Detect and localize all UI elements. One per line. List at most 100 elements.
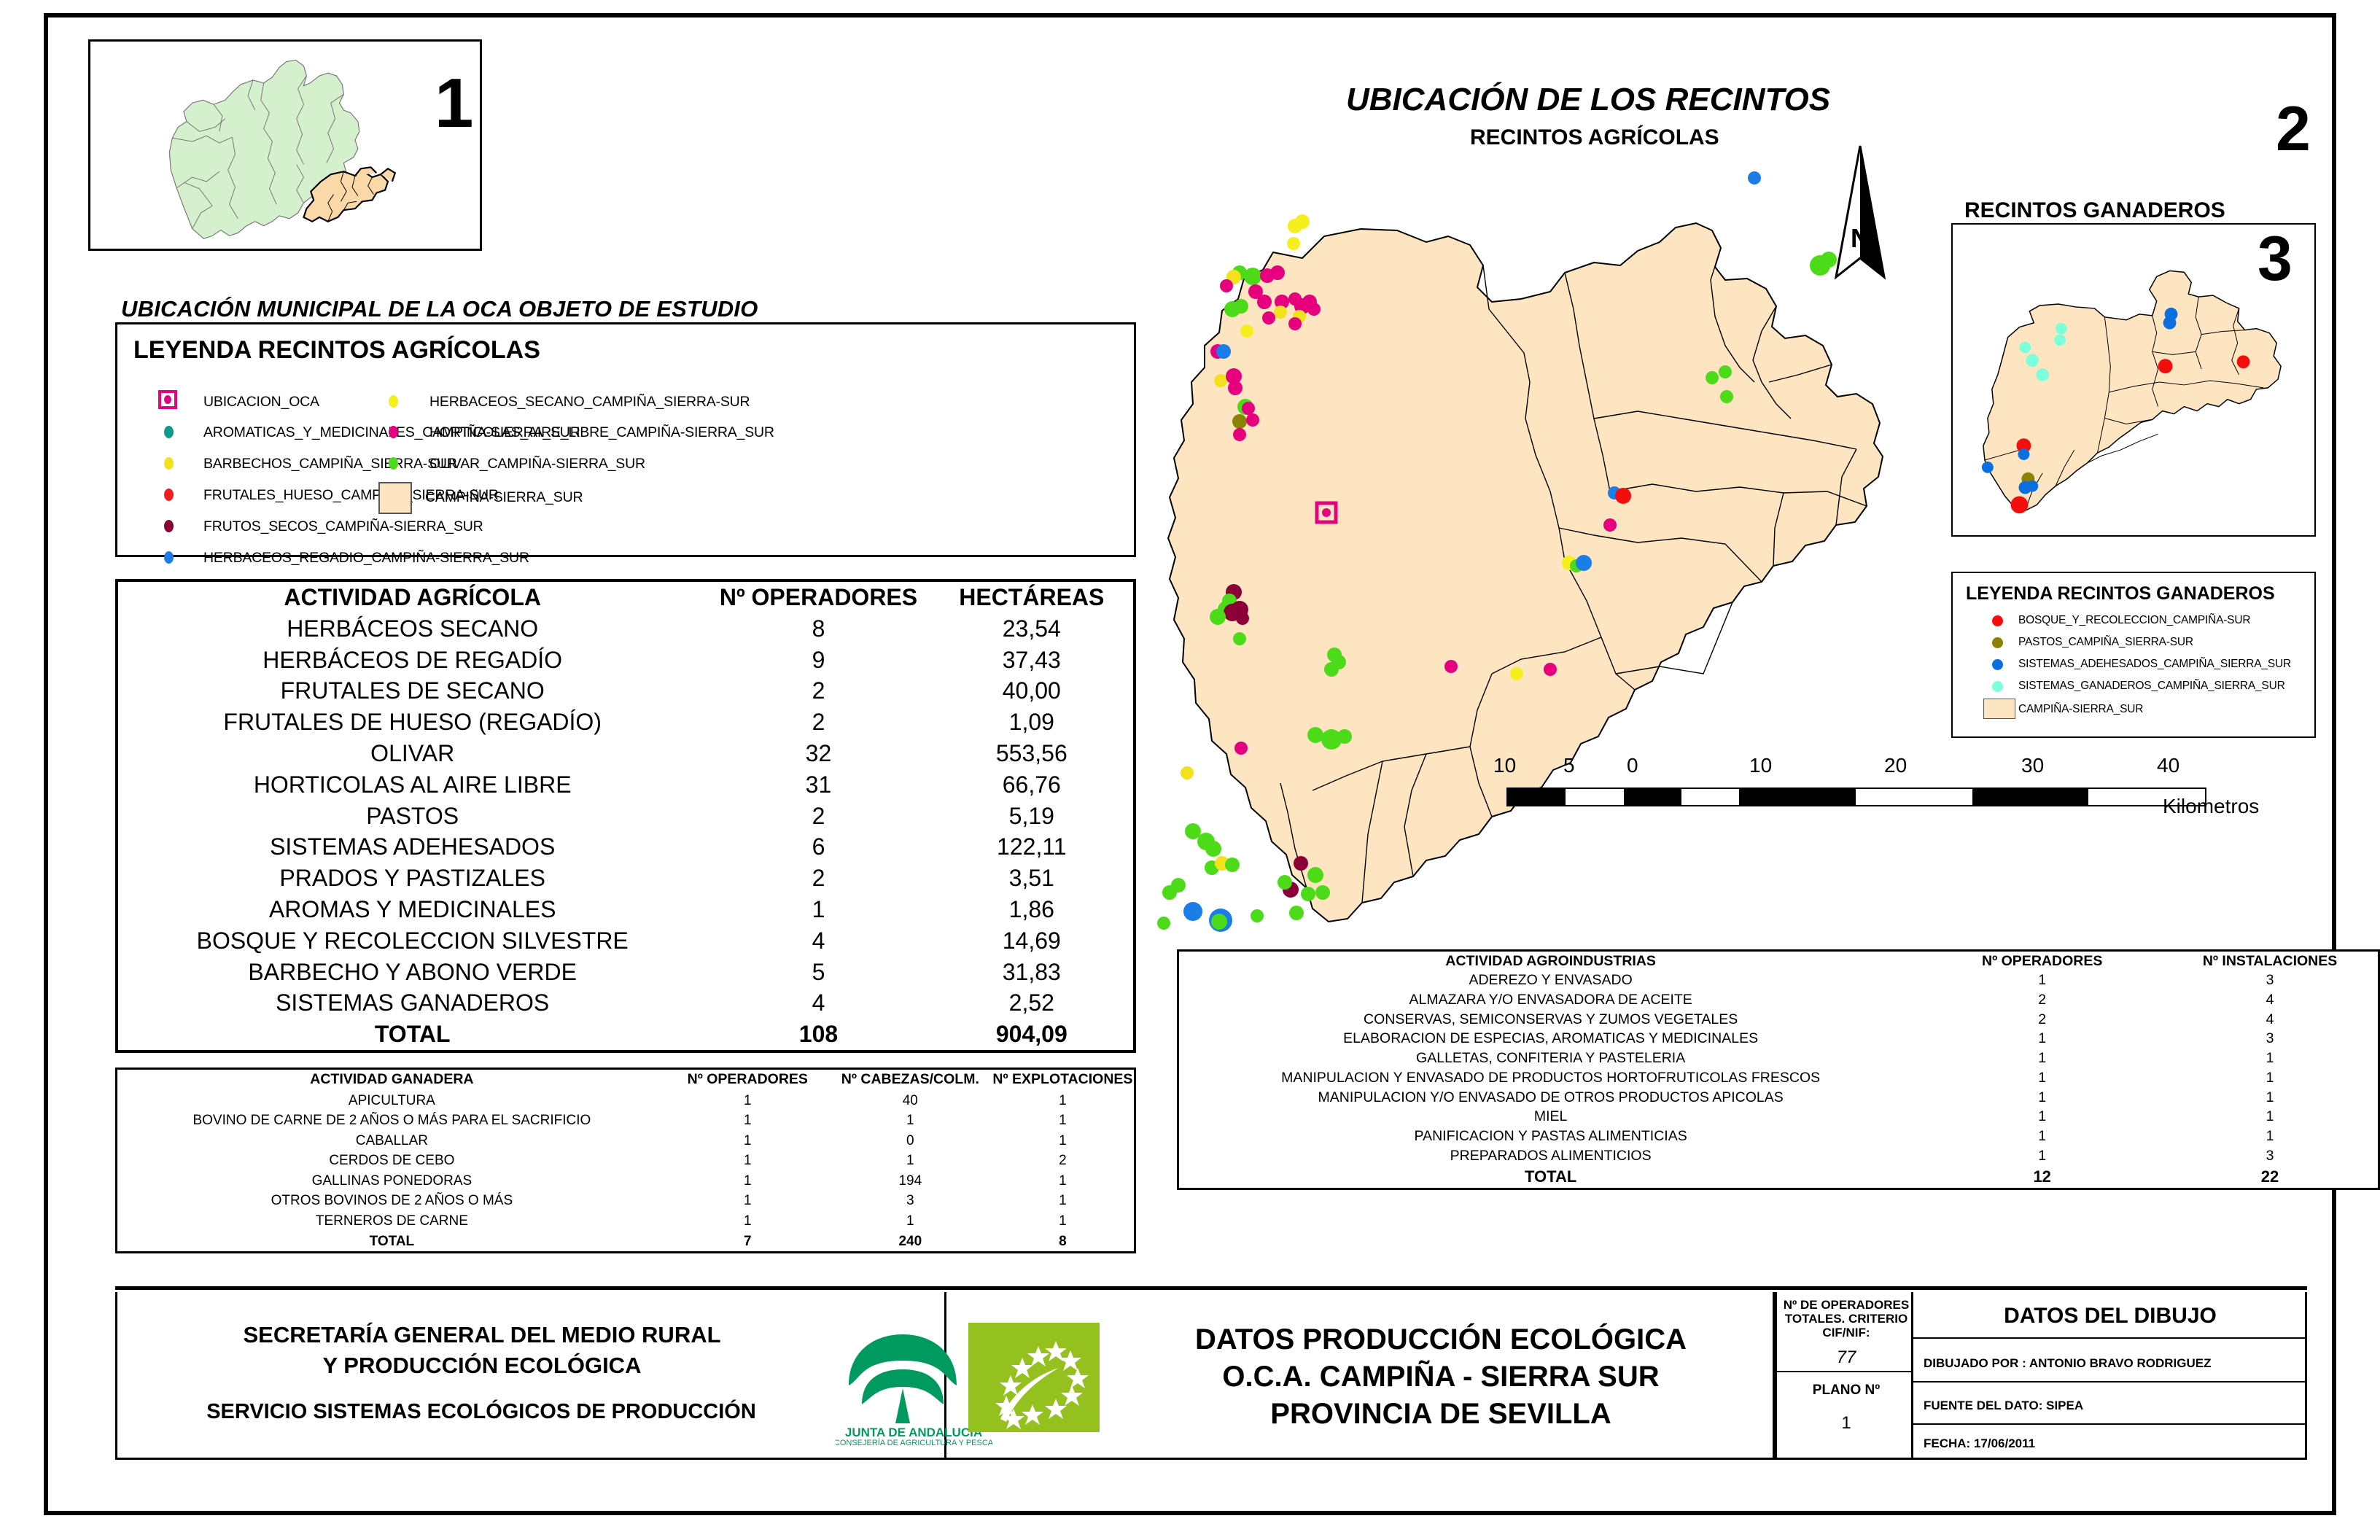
table-row: PRADOS Y PASTIZALES 2 3,51: [118, 863, 1133, 894]
th-actividad-agricola: ACTIVIDAD AGRÍCOLA: [284, 584, 541, 611]
cell-total-label: TOTAL: [1524, 1167, 1577, 1186]
cell-farms: 1: [1059, 1213, 1067, 1229]
ubicacion-oca-marker-on-map: [1315, 501, 1338, 524]
herbaceos-secano-dot-icon: [389, 395, 398, 408]
scale-units-label: Kilometros: [2163, 795, 2260, 817]
cell-operators: 1: [2038, 1147, 2047, 1164]
table-row: CONSERVAS, SEMICONSERVAS Y ZUMOS VEGETAL…: [1179, 1010, 2378, 1030]
table-row: ELABORACION DE ESPECIAS, AROMATICAS Y ME…: [1179, 1030, 2378, 1049]
cell-installations: 1: [2266, 1108, 2274, 1125]
operadores-totales-block: Nº DE OPERADORES TOTALES. CRITERIO CIF/N…: [1775, 1292, 1913, 1460]
cell-total-operators: 108: [798, 1021, 839, 1048]
cell-operators: 1: [743, 1132, 752, 1148]
th-instalaciones: Nº INSTALACIONES: [2202, 952, 2338, 969]
cell-hectares: 31,83: [1002, 958, 1061, 985]
bosque-recoleccion-dot-icon: [1992, 615, 2003, 626]
inset2-number: 2: [2276, 94, 2311, 164]
inset-map-recintos-ganaderos: [1951, 223, 2316, 537]
cell-activity: BOSQUE Y RECOLECCION SILVESTRE: [196, 927, 629, 954]
cell-operators: 2: [2038, 1011, 2047, 1027]
cell-total-label: TOTAL: [369, 1233, 415, 1249]
table-header-row: ACTIVIDAD GANADERA Nº OPERADORES Nº CABE…: [117, 1070, 1134, 1090]
operadores-divider: [1777, 1371, 1911, 1372]
table-row: OLIVAR 32 553,56: [118, 738, 1133, 769]
table-total-row: TOTAL 108 904,09: [118, 1019, 1133, 1050]
cell-operators: 9: [812, 646, 825, 673]
cell-operators: 1: [2038, 1089, 2047, 1105]
eu-organic-logo: [968, 1323, 1100, 1432]
cell-operators: 1: [2038, 972, 2047, 989]
aromaticas-dot-icon: [164, 426, 174, 438]
cell-activity: MIEL: [1533, 1108, 1568, 1125]
cell-activity: APICULTURA: [348, 1092, 435, 1108]
cell-activity: PASTOS: [366, 802, 459, 829]
cell-operators: 1: [2038, 1050, 2047, 1067]
table-header-row: ACTIVIDAD AGRÍCOLA Nº OPERADORES HECTÁRE…: [118, 582, 1133, 613]
plano-label: PLANO Nº: [1812, 1382, 1881, 1398]
cell-operators: 1: [2038, 1108, 2047, 1125]
cell-farms: 1: [1059, 1132, 1067, 1148]
campina-sierra-sur-swatch-icon: [378, 482, 412, 514]
cell-activity: ELABORACION DE ESPECIAS, AROMATICAS Y ME…: [1343, 1030, 1759, 1047]
cell-activity: GALLETAS, CONFITERIA Y PASTELERIA: [1416, 1050, 1686, 1067]
legend-item-label-barbechos: BARBECHOS_CAMPIÑA_SIERRA-SUR: [203, 456, 457, 472]
table-header-row: ACTIVIDAD AGROINDUSTRIAS Nº OPERADORES N…: [1179, 952, 2378, 971]
legend-agricolas-title: LEYENDA RECINTOS AGRÍCOLAS: [133, 336, 540, 364]
inset-map-province-locator: [88, 39, 482, 251]
drawbox-divider-2: [1913, 1381, 2305, 1382]
cell-activity: HORTICOLAS AL AIRE LIBRE: [253, 771, 572, 798]
cell-hectares: 2,52: [1008, 989, 1054, 1016]
footer-center-block: [946, 1292, 1775, 1460]
fuente-del-dato-text: FUENTE DEL DATO: SIPEA: [1924, 1399, 2084, 1412]
table-row: HERBÁCEOS SECANO 8 23,54: [118, 613, 1133, 645]
table-row: HORTICOLAS AL AIRE LIBRE 31 66,76: [118, 769, 1133, 801]
table-row: BOSQUE Y RECOLECCION SILVESTRE 4 14,69: [118, 925, 1133, 957]
table-actividad-agroindustrias: ACTIVIDAD AGROINDUSTRIAS Nº OPERADORES N…: [1177, 949, 2380, 1190]
table-row: GALLINAS PONEDORAS 1 194 1: [117, 1171, 1134, 1191]
table-row: ADEREZO Y ENVASADO 1 3: [1179, 971, 2378, 991]
cell-farms: 1: [1059, 1172, 1067, 1189]
table-row: CABALLAR 1 0 1: [117, 1130, 1134, 1151]
cell-operators: 1: [2038, 1127, 2047, 1144]
cell-activity: CABALLAR: [355, 1132, 429, 1148]
olivar-dot-icon: [389, 457, 398, 470]
cell-operators: 1: [2038, 1069, 2047, 1086]
cell-operators: 2: [812, 677, 825, 704]
cell-installations: 3: [2266, 1030, 2274, 1047]
cell-activity: SISTEMAS ADEHESADOS: [270, 833, 556, 860]
cell-installations: 1: [2266, 1069, 2274, 1086]
table-row: HERBÁCEOS DE REGADÍO 9 37,43: [118, 645, 1133, 676]
cell-hectares: 23,54: [1002, 615, 1061, 642]
table-actividad-agricola: ACTIVIDAD AGRÍCOLA Nº OPERADORES HECTÁRE…: [115, 579, 1136, 1053]
main-title-line2: O.C.A. CAMPIÑA - SIERRA SUR: [1222, 1361, 1660, 1393]
main-map-recintos-agricolas: [1157, 171, 1884, 932]
cell-activity: FRUTALES DE HUESO (REGADÍO): [223, 709, 602, 736]
table-row: BOVINO DE CARNE DE 2 AÑOS O MÁS PARA EL …: [117, 1111, 1134, 1131]
cell-total-operators: 12: [2033, 1167, 2051, 1186]
cell-activity: ALMAZARA Y/O ENVASADORA DE ACEITE: [1409, 992, 1692, 1008]
cell-hectares: 122,11: [997, 833, 1067, 860]
cell-activity: FRUTALES DE SECANO: [280, 677, 545, 704]
junta-de-andalucia-logo: JUNTA DE ANDALUCIA CONSEJERÍA DE AGRICUL…: [836, 1334, 992, 1445]
secretaria-line1: SECRETARÍA GENERAL DEL MEDIO RURAL: [243, 1322, 721, 1348]
cell-total-farms: 8: [1059, 1233, 1067, 1249]
cell-heads: 0: [906, 1132, 914, 1148]
horticolas-dot-icon: [389, 426, 398, 438]
footer-divider: [115, 1286, 2307, 1461]
cell-activity: SISTEMAS GANADEROS: [276, 989, 550, 1016]
cell-operators: 1: [743, 1092, 752, 1108]
cell-hectares: 66,76: [1002, 771, 1061, 798]
map-point-layer: [1157, 171, 1837, 932]
cell-installations: 4: [2266, 992, 2274, 1008]
cell-heads: 40: [902, 1092, 918, 1108]
th-operadores: Nº OPERADORES: [687, 1071, 808, 1088]
cell-operators: 1: [743, 1193, 752, 1209]
datos-del-dibujo-block: DATOS DEL DIBUJO DIBUJADO POR : ANTONIO …: [1913, 1292, 2307, 1460]
table-row: CERDOS DE CEBO 1 1 2: [117, 1151, 1134, 1171]
north-arrow-label: N: [1851, 223, 1870, 253]
cell-operators: 2: [812, 709, 825, 736]
cell-operators: 1: [743, 1213, 752, 1229]
cell-installations: 1: [2266, 1089, 2274, 1105]
legend-item-label-frutales-hueso: FRUTALES_HUESO_CAMPIÑA_SIERRA-SUR: [203, 487, 499, 503]
cell-installations: 3: [2266, 972, 2274, 989]
